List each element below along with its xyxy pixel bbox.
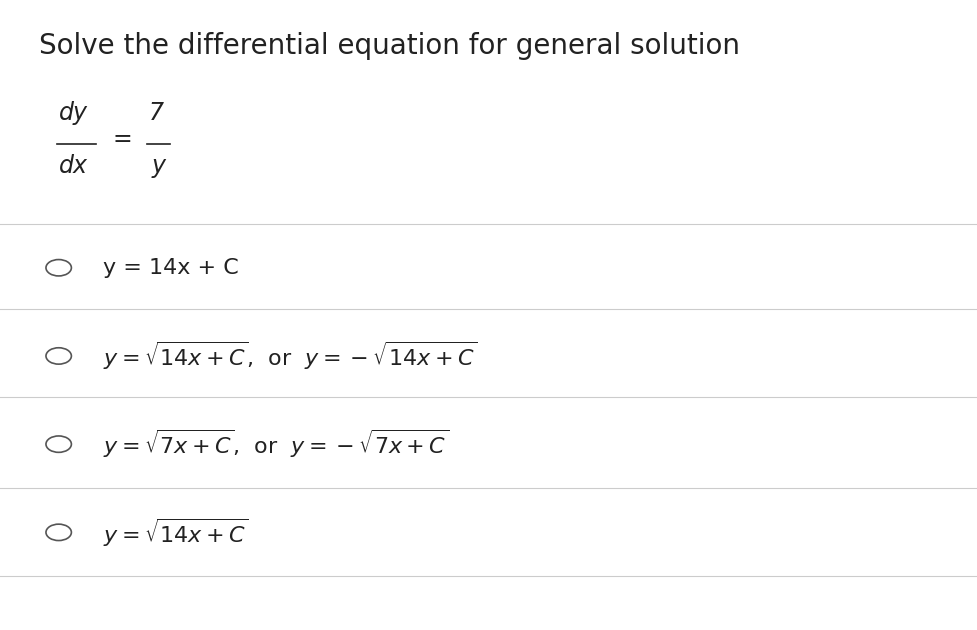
Text: y = 14x + C: y = 14x + C	[103, 258, 238, 278]
Text: dy: dy	[59, 101, 88, 125]
Text: Solve the differential equation for general solution: Solve the differential equation for gene…	[39, 32, 740, 59]
Text: dx: dx	[59, 154, 88, 178]
Text: y: y	[151, 154, 165, 178]
Text: $y = \sqrt{7x + C}$,  or  $y = -\sqrt{7x + C}$: $y = \sqrt{7x + C}$, or $y = -\sqrt{7x +…	[103, 428, 448, 461]
Text: 7: 7	[149, 101, 163, 125]
Text: $y = \sqrt{14x + C}$: $y = \sqrt{14x + C}$	[103, 516, 248, 549]
Text: $y = \sqrt{14x + C}$,  or  $y = -\sqrt{14x + C}$: $y = \sqrt{14x + C}$, or $y = -\sqrt{14x…	[103, 340, 477, 372]
Text: =: =	[112, 127, 132, 151]
